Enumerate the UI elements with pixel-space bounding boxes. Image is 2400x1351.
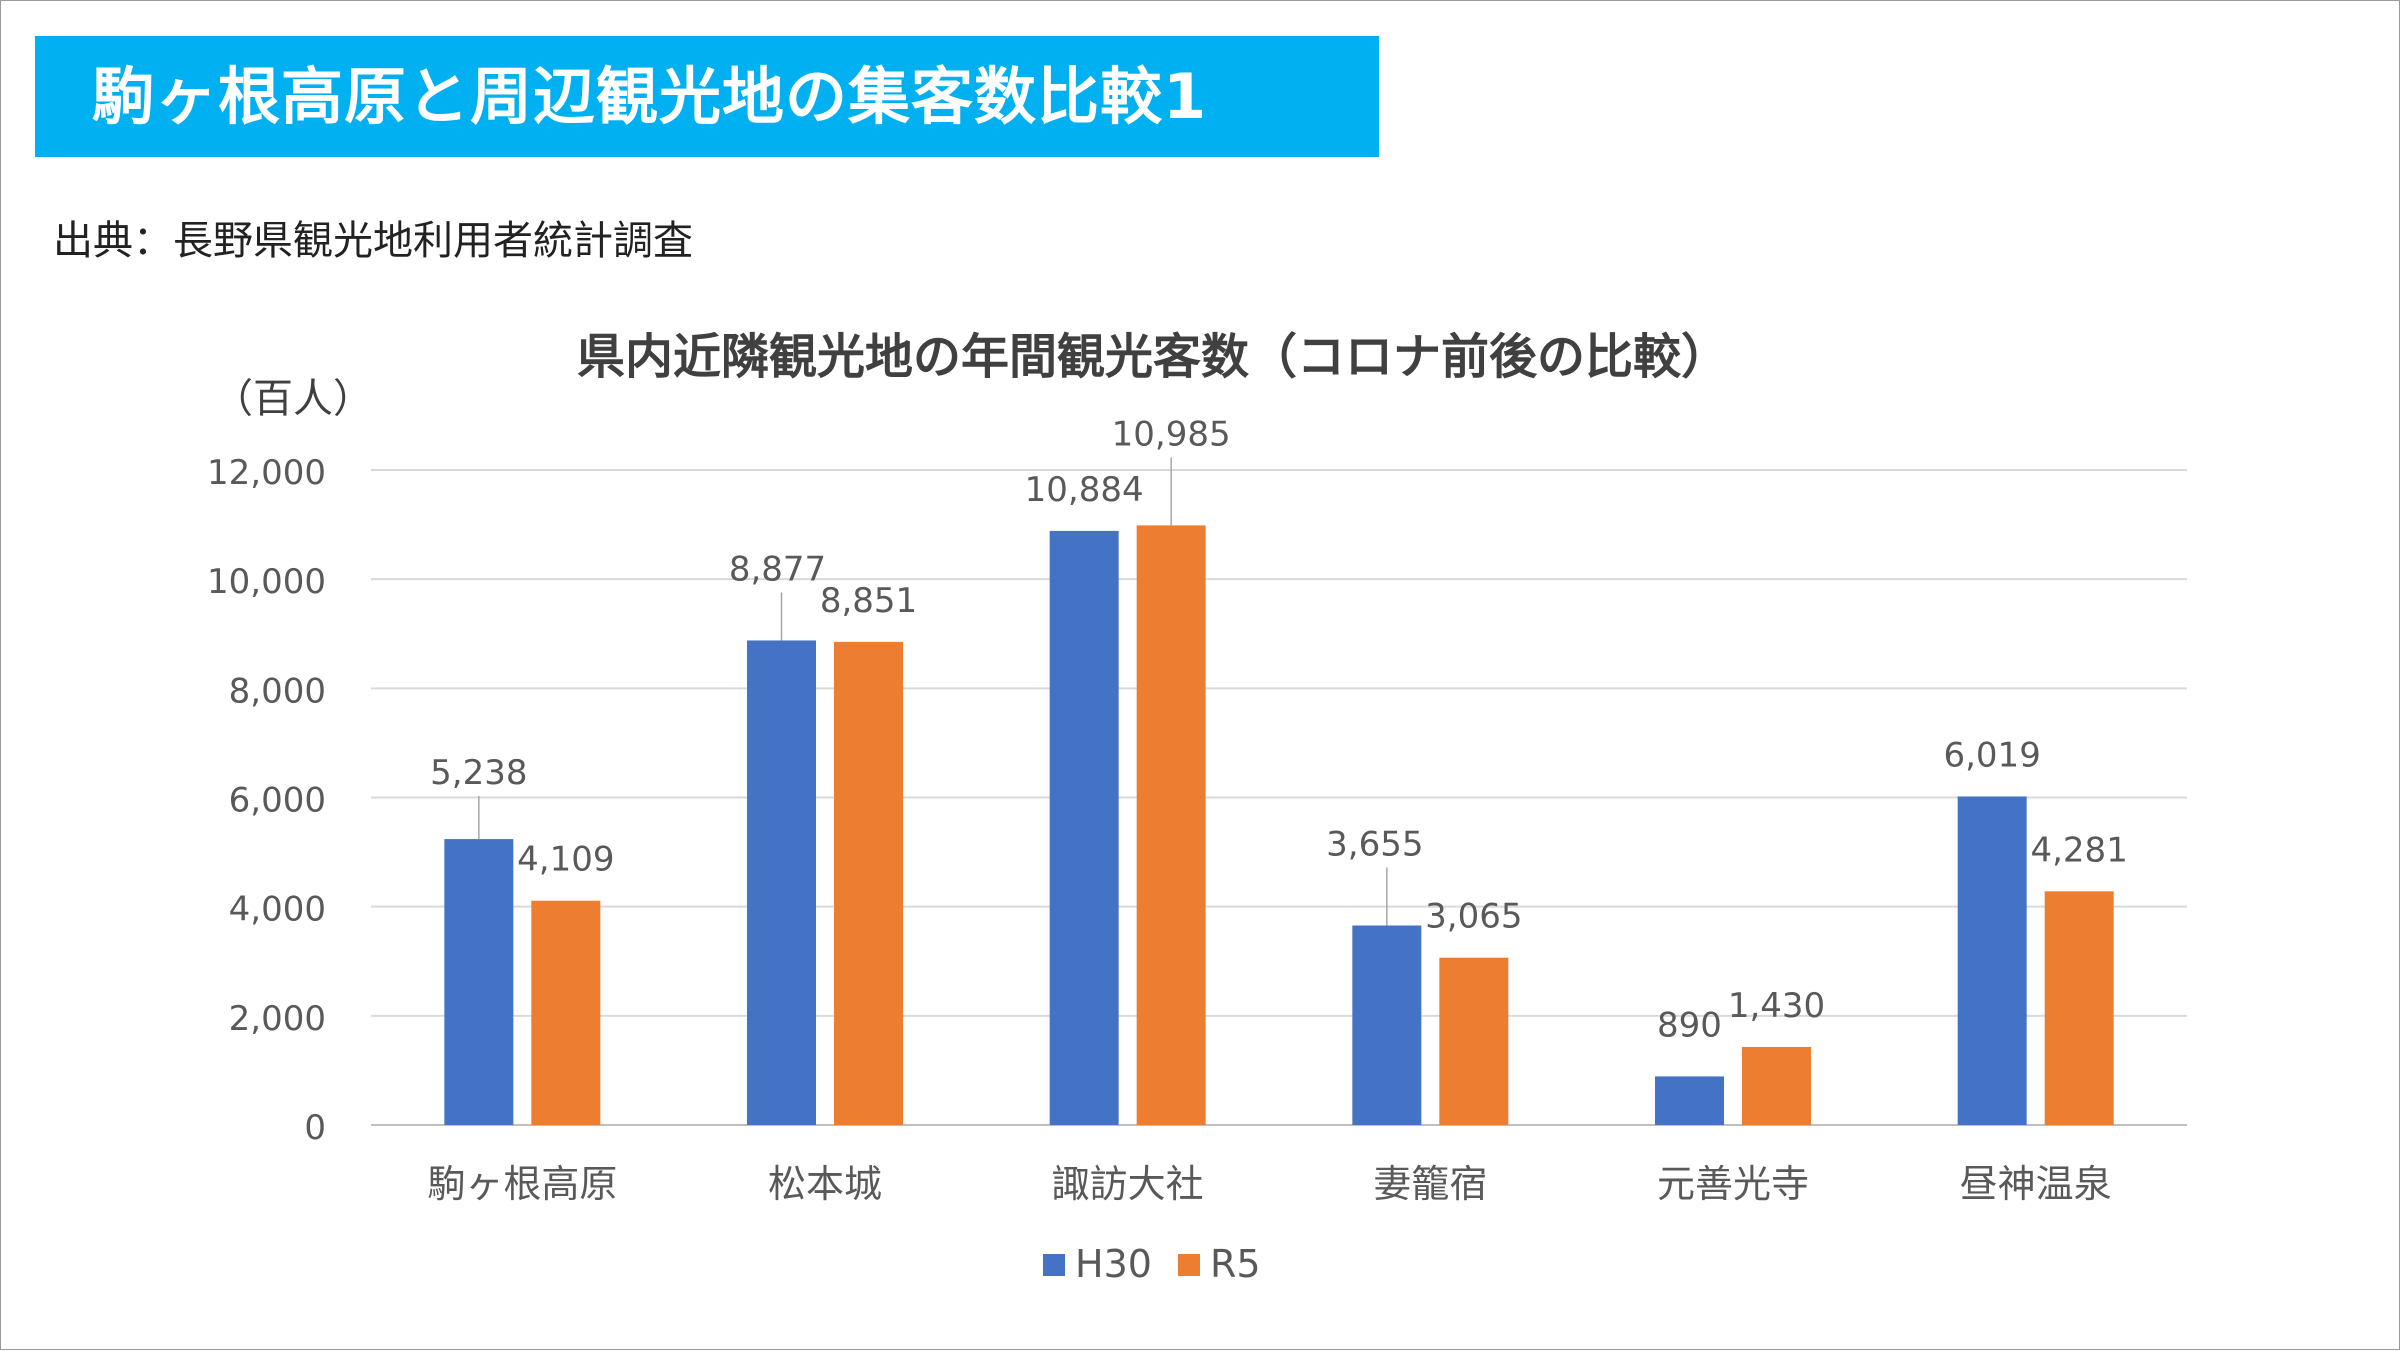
y-axis-ticks: 0 2,000 4,000 6,000 8,000 10,000 12,000 [207, 453, 326, 1148]
bar-h30 [444, 839, 514, 1125]
bar-h30 [1352, 925, 1422, 1125]
y-tick-label: 12,000 [207, 453, 326, 493]
x-category-label: 元善光寺 [1657, 1162, 1809, 1206]
bar-r5 [531, 900, 601, 1125]
x-category-label: 駒ヶ根高原 [427, 1162, 617, 1206]
y-tick-label: 8,000 [229, 671, 326, 711]
bar-r5 [834, 641, 903, 1125]
legend-swatch-r5 [1178, 1254, 1200, 1276]
x-category-label: 昼神温泉 [1960, 1162, 2112, 1206]
slide-title: 駒ヶ根高原と周辺観光地の集客数比較1 [92, 60, 1208, 133]
bars [444, 525, 2114, 1125]
bar-r5 [1742, 1046, 1811, 1125]
data-label: 4,281 [2030, 830, 2127, 870]
y-tick-label: 6,000 [229, 781, 326, 821]
data-label: 8,877 [729, 549, 826, 589]
data-label: 1,430 [1728, 986, 1825, 1026]
data-label: 8,851 [820, 581, 917, 621]
data-label: 4,109 [517, 840, 614, 880]
bar-h30 [1655, 1076, 1724, 1125]
bar-h30 [1957, 796, 2027, 1125]
x-category-label: 松本城 [768, 1162, 882, 1206]
chart-title: 県内近隣観光地の年間観光客数（コロナ前後の比較） [577, 329, 1729, 385]
data-label: 10,884 [1025, 470, 1144, 510]
legend-swatch-h30 [1043, 1254, 1065, 1276]
x-axis-categories: 駒ヶ根高原 松本城 諏訪大社 妻籠宿 元善光寺 昼神温泉 [427, 1162, 2111, 1206]
bar-r5 [1136, 525, 1206, 1125]
x-category-label: 諏訪大社 [1052, 1162, 1204, 1206]
y-tick-label: 4,000 [229, 890, 326, 930]
y-tick-label: 0 [304, 1108, 326, 1148]
title-banner: 駒ヶ根高原と周辺観光地の集客数比較1 [35, 36, 1379, 157]
source-note: 出典：長野県観光地利用者統計調査 [53, 218, 693, 264]
y-tick-label: 2,000 [229, 999, 326, 1039]
data-label: 3,065 [1425, 897, 1522, 937]
data-label: 890 [1657, 1005, 1722, 1045]
gridlines [371, 469, 2187, 1126]
legend-label-r5: R5 [1210, 1242, 1261, 1286]
bar-h30 [747, 640, 816, 1125]
legend: H30 R5 [1043, 1242, 1261, 1286]
y-tick-label: 10,000 [207, 562, 326, 602]
data-label: 6,019 [1943, 735, 2040, 775]
data-label: 5,238 [430, 753, 527, 793]
bar-r5 [2044, 891, 2114, 1125]
data-label: 3,655 [1326, 824, 1423, 864]
legend-label-h30: H30 [1075, 1242, 1152, 1286]
x-category-label: 妻籠宿 [1373, 1162, 1487, 1206]
bar-r5 [1439, 957, 1509, 1125]
data-label: 10,985 [1112, 414, 1231, 454]
y-axis-unit-label: （百人） [213, 376, 373, 422]
bar-h30 [1049, 530, 1119, 1125]
